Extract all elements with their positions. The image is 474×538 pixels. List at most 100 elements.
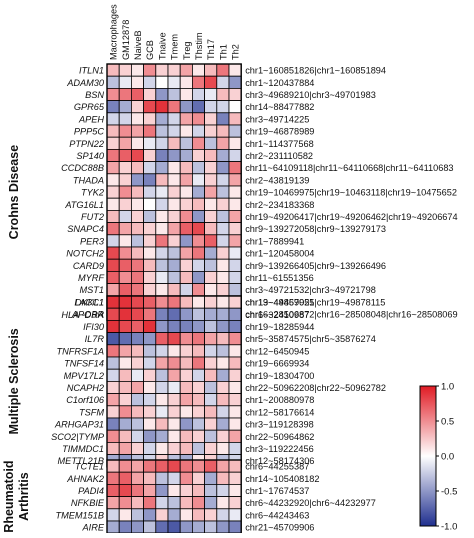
heatmap-cell	[106, 520, 120, 534]
heatmap-cell	[179, 88, 193, 102]
heatmap-cell	[130, 112, 144, 126]
heatmap-cell	[204, 356, 218, 370]
heatmap-cell	[155, 124, 169, 138]
heatmap-cell	[155, 344, 169, 358]
heatmap-cell	[179, 209, 193, 223]
heatmap-cell	[106, 100, 120, 114]
heatmap-cell	[167, 283, 181, 297]
heatmap-cell	[179, 393, 193, 407]
heatmap-cell	[216, 295, 230, 309]
heatmap-cell	[106, 471, 120, 485]
heatmap-cell	[167, 161, 181, 175]
heatmap-cell	[216, 173, 230, 187]
heatmap-cell	[143, 319, 157, 333]
heatmap-cell	[228, 234, 242, 248]
locus-label: chr3~49689210|chr3~49701983	[245, 90, 376, 100]
heatmap-cell	[143, 295, 157, 309]
heatmap-cell	[216, 124, 230, 138]
heatmap-cell	[106, 75, 120, 89]
heatmap-cell	[216, 148, 230, 162]
column-label: Th2	[231, 44, 241, 60]
heatmap-cell	[106, 136, 120, 150]
heatmap-cell	[155, 173, 169, 187]
heatmap-cell	[228, 209, 242, 223]
heatmap-cell	[155, 222, 169, 236]
heatmap-cell	[118, 307, 132, 321]
heatmap-cell	[167, 393, 181, 407]
heatmap-cell	[167, 319, 181, 333]
heatmap-cell	[216, 185, 230, 199]
heatmap-cell	[130, 258, 144, 272]
heatmap-cell	[228, 112, 242, 126]
heatmap-cell	[204, 246, 218, 260]
heatmap-cell	[216, 405, 230, 419]
heatmap-cell	[204, 368, 218, 382]
locus-label: chr22~50964862	[245, 432, 314, 442]
heatmap-cell	[118, 270, 132, 284]
heatmap-cell	[143, 63, 157, 77]
heatmap-cell	[228, 124, 242, 138]
heatmap-cell	[130, 88, 144, 102]
heatmap-cell	[179, 185, 193, 199]
heatmap-cell	[118, 319, 132, 333]
heatmap-cell	[130, 63, 144, 77]
heatmap-cell	[130, 270, 144, 284]
heatmap-cell	[216, 222, 230, 236]
locus-label: chr3~119128398	[245, 420, 314, 430]
heatmap-cell	[167, 63, 181, 77]
heatmap-cell	[228, 496, 242, 510]
heatmap-cell	[155, 307, 169, 321]
gene-label: FUT2	[81, 212, 104, 222]
locus-label: chr9~139272058|chr9~139279173	[245, 224, 386, 234]
heatmap-cell	[130, 405, 144, 419]
heatmap-cell	[191, 356, 205, 370]
heatmap-cell	[118, 209, 132, 223]
heatmap-cell	[228, 258, 242, 272]
heatmap-cell	[130, 148, 144, 162]
gene-label: TYK2	[81, 188, 104, 198]
heatmap-cell	[143, 75, 157, 89]
heatmap-cell	[216, 270, 230, 284]
heatmap-cell	[191, 136, 205, 150]
locus-label: chr6~32410987	[245, 310, 309, 320]
colorbar-tick-label: -1.0	[441, 522, 457, 533]
locus-label: chr6~44232920|chr6~44232977	[245, 498, 376, 508]
heatmap-cell	[130, 483, 144, 497]
gene-label: C1orf106	[66, 395, 105, 405]
heatmap-cell	[155, 393, 169, 407]
heatmap-cell	[155, 459, 169, 473]
heatmap-cell	[118, 234, 132, 248]
heatmap-cell	[204, 483, 218, 497]
heatmap-cell	[179, 368, 193, 382]
heatmap-cell	[228, 100, 242, 114]
heatmap-cell	[228, 459, 242, 473]
heatmap-cell	[204, 112, 218, 126]
heatmap-cell	[155, 258, 169, 272]
heatmap-cell	[228, 471, 242, 485]
heatmap-cell	[216, 234, 230, 248]
column-label: Treg	[182, 41, 192, 60]
heatmap-cell	[204, 417, 218, 431]
heatmap-cell	[204, 197, 218, 211]
heatmap-cell	[143, 270, 157, 284]
gene-label: MYRF	[78, 273, 105, 283]
heatmap-cell	[179, 520, 193, 534]
heatmap-cell	[155, 405, 169, 419]
heatmap-cell	[143, 222, 157, 236]
heatmap-cell	[228, 246, 242, 260]
heatmap-cell	[118, 508, 132, 522]
heatmap-cell	[191, 173, 205, 187]
heatmap-cell	[191, 307, 205, 321]
heatmap-cell	[118, 429, 132, 443]
heatmap-cell	[228, 441, 242, 455]
heatmap-cell	[179, 429, 193, 443]
gene-label: TNFRSF1A	[57, 346, 104, 356]
heatmap-cell	[155, 441, 169, 455]
locus-label: chr5~35874575|chr5~35876274	[245, 334, 376, 344]
locus-label: chr12~58174306	[245, 456, 314, 466]
gene-label: DKKL1	[75, 298, 104, 308]
heatmap-cell	[130, 393, 144, 407]
locus-label: chr2~234183368	[245, 200, 314, 210]
heatmap-cell	[204, 405, 218, 419]
